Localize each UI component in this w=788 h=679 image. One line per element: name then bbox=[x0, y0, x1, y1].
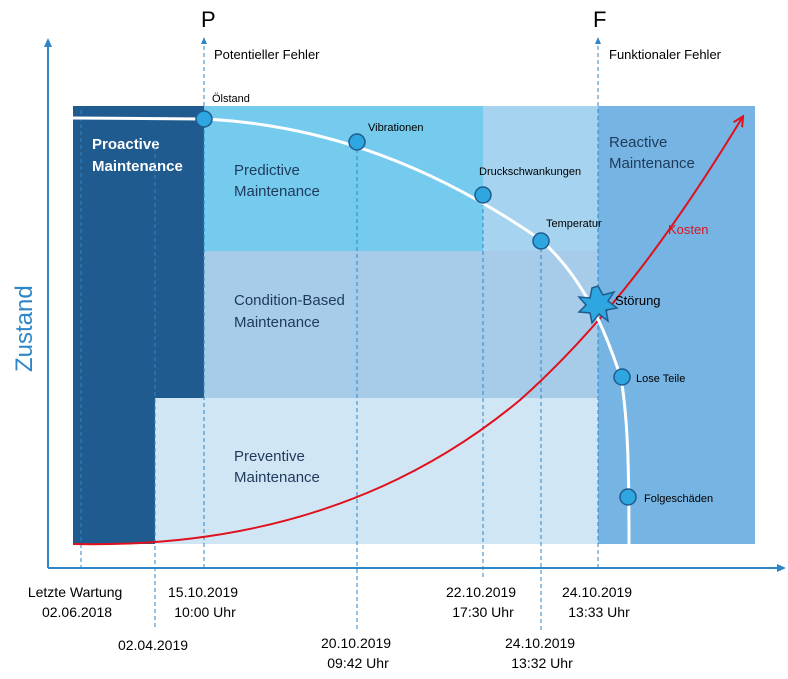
event-dot-oelstand bbox=[195, 110, 213, 128]
zone-label-predictive-line-1: Predictive bbox=[234, 162, 300, 179]
event-points bbox=[195, 110, 637, 506]
failure-markers: P Potentieller Fehler F Funktionaler Feh… bbox=[201, 7, 722, 62]
y-axis-title: Zustand bbox=[11, 285, 38, 372]
cost-curve bbox=[72, 118, 742, 546]
event-label-oelstand: Ölstand bbox=[212, 93, 250, 105]
event-labels: Ölstand Vibrationen Druckschwankungen Te… bbox=[212, 93, 713, 505]
zone-proactive-lower bbox=[73, 398, 155, 544]
axes: Zustand bbox=[11, 38, 786, 572]
date-label-24-10-2019-a: 24.10.2019 13:32 Uhr bbox=[505, 635, 579, 671]
date-label-22-10-2019-line-2: 17:30 Uhr bbox=[452, 604, 514, 620]
zone-label-predictive: Predictive Maintenance bbox=[234, 162, 320, 200]
event-dot-folgeschaeden bbox=[619, 488, 637, 506]
zone-label-condition-line-1: Condition-Based bbox=[234, 292, 345, 309]
zone-label-proactive-line-2: Maintenance bbox=[92, 158, 183, 175]
marker-f-caption: Funktionaler Fehler bbox=[609, 47, 722, 62]
date-label-24-10-2019-a-line-2: 13:32 Uhr bbox=[511, 655, 573, 671]
date-label-15-10-2019-line-2: 10:00 Uhr bbox=[174, 604, 236, 620]
zone-label-predictive-line-2: Maintenance bbox=[234, 183, 320, 200]
event-dot-lose-teile bbox=[613, 368, 631, 386]
guide-lines bbox=[80, 37, 601, 630]
zone-label-reactive: Reactive Maintenance bbox=[609, 134, 695, 172]
marker-p-letter: P bbox=[201, 7, 216, 32]
failure-burst-icon bbox=[577, 285, 619, 325]
date-label-22-10-2019: 22.10.2019 17:30 Uhr bbox=[446, 584, 520, 620]
event-label-temperatur: Temperatur bbox=[546, 218, 602, 230]
zone-label-preventive: Preventive Maintenance bbox=[234, 448, 320, 486]
event-dot-vibrationen bbox=[348, 133, 366, 151]
date-label-20-10-2019: 20.10.2019 09:42 Uhr bbox=[321, 635, 395, 671]
zone-proactive bbox=[73, 106, 204, 398]
zones bbox=[73, 106, 755, 544]
cost-curve-group: Kosten bbox=[72, 118, 742, 546]
zone-label-reactive-line-2: Maintenance bbox=[609, 155, 695, 172]
zone-label-preventive-line-1: Preventive bbox=[234, 448, 305, 465]
date-label-02-04-2019-line-1: 02.04.2019 bbox=[118, 637, 188, 653]
zone-label-proactive-line-1: Proactive bbox=[92, 136, 160, 153]
event-label-folgeschaeden: Folgeschäden bbox=[644, 493, 713, 505]
zone-label-preventive-line-2: Maintenance bbox=[234, 469, 320, 486]
date-label-letzte-wartung: Letzte Wartung 02.06.2018 bbox=[28, 584, 126, 620]
event-dot-druckschwankungen bbox=[474, 186, 492, 204]
event-label-lose-teile: Lose Teile bbox=[636, 373, 685, 385]
event-dot-temperatur bbox=[532, 232, 550, 250]
event-label-vibrationen: Vibrationen bbox=[368, 122, 423, 134]
cost-label: Kosten bbox=[668, 222, 708, 237]
zone-labels: Proactive Maintenance Predictive Mainten… bbox=[92, 134, 695, 486]
date-label-20-10-2019-line-1: 20.10.2019 bbox=[321, 635, 391, 651]
zone-label-proactive: Proactive Maintenance bbox=[92, 136, 183, 175]
marker-f-letter: F bbox=[593, 7, 606, 32]
date-label-24-10-2019-b: 24.10.2019 13:33 Uhr bbox=[562, 584, 636, 620]
zone-label-condition-line-2: Maintenance bbox=[234, 314, 320, 331]
zone-label-condition-based: Condition-Based Maintenance bbox=[234, 292, 349, 331]
date-label-letzte-wartung-line-1: Letzte Wartung bbox=[28, 584, 122, 600]
marker-p-caption: Potentieller Fehler bbox=[214, 47, 320, 62]
date-label-24-10-2019-a-line-1: 24.10.2019 bbox=[505, 635, 575, 651]
date-label-24-10-2019-b-line-1: 24.10.2019 bbox=[562, 584, 632, 600]
event-label-druckschwankungen: Druckschwankungen bbox=[479, 166, 581, 178]
date-label-24-10-2019-b-line-2: 13:33 Uhr bbox=[568, 604, 630, 620]
zone-predictive-light bbox=[483, 106, 598, 251]
event-label-stoerung: Störung bbox=[615, 293, 661, 308]
date-label-02-04-2019: 02.04.2019 bbox=[118, 637, 188, 653]
date-label-22-10-2019-line-1: 22.10.2019 bbox=[446, 584, 516, 600]
condition-curve bbox=[72, 116, 631, 545]
date-labels: Letzte Wartung 02.06.2018 02.04.2019 15.… bbox=[28, 584, 636, 671]
date-label-letzte-wartung-line-2: 02.06.2018 bbox=[42, 604, 112, 620]
zone-label-reactive-line-1: Reactive bbox=[609, 134, 667, 151]
date-label-15-10-2019: 15.10.2019 10:00 Uhr bbox=[168, 584, 242, 620]
date-label-15-10-2019-line-1: 15.10.2019 bbox=[168, 584, 238, 600]
zone-preventive bbox=[73, 398, 598, 544]
zone-reactive bbox=[598, 106, 755, 544]
date-label-20-10-2019-line-2: 09:42 Uhr bbox=[327, 655, 389, 671]
